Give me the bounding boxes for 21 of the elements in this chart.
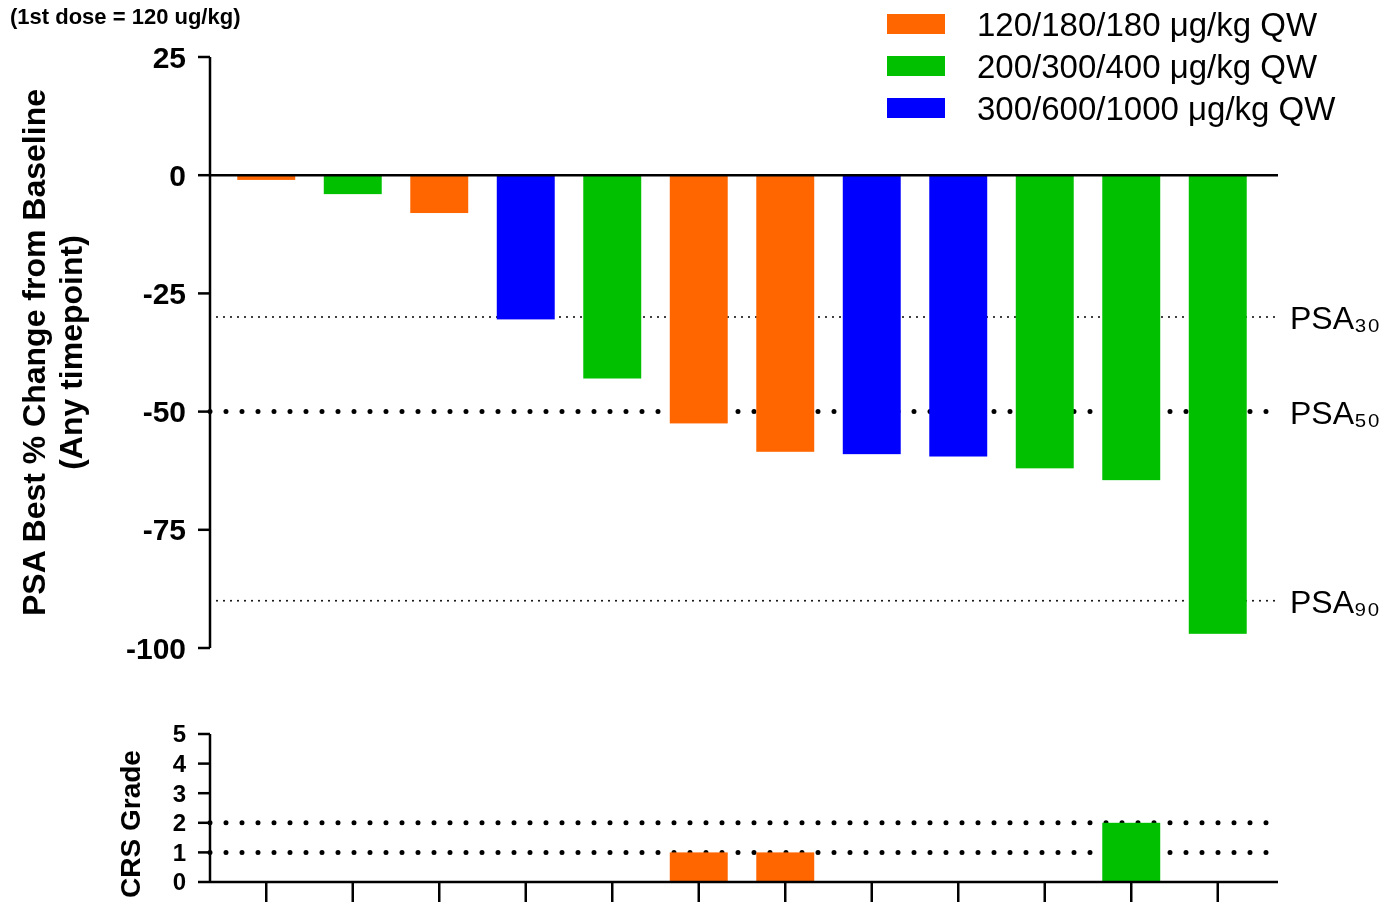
y-tick-label: -50 (142, 395, 186, 429)
ref-line-label: PSA₃₀ (1290, 300, 1381, 337)
y-tick-label: 3 (172, 779, 186, 807)
y-axis-title: CRS Grade (115, 750, 146, 898)
y-tick-label: -75 (142, 513, 186, 547)
y-tick-label: -100 (125, 631, 186, 665)
y-tick-label: 0 (169, 158, 186, 192)
y-tick-label: 5 (172, 720, 186, 748)
ref-line-label: PSA₅₀ (1290, 394, 1381, 431)
y-tick-label: 25 (152, 40, 186, 74)
ref-line-label: PSA₉₀ (1290, 583, 1380, 620)
legend-label: 200/300/400 μg/kg QW (977, 47, 1318, 85)
y-tick-label: 1 (172, 838, 186, 866)
y-tick-label: 0 (172, 868, 186, 896)
legend-label: 300/600/1000 μg/kg QW (977, 89, 1337, 127)
y-tick-label: 4 (172, 750, 187, 777)
y-axis-title: PSA Best % Change from Baseline (Any timepoint) (16, 89, 89, 616)
legend-label: 120/180/180 μg/kg QW (977, 5, 1318, 43)
y-tick-label: -25 (142, 276, 186, 310)
y-tick-label: 2 (172, 809, 186, 837)
text: (1st dose = 120 ug/kg) (10, 4, 241, 29)
